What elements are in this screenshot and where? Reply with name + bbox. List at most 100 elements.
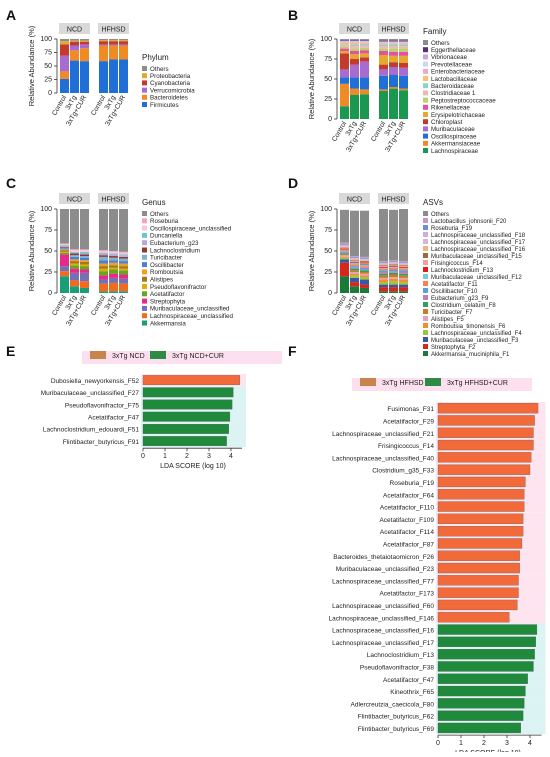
lda-feature-label: Acetatifactor_F114	[380, 529, 434, 536]
bar-segment-lachnospiraceae-unclassified-f17	[360, 259, 369, 261]
legend-label: Lactobacillaceae	[431, 76, 478, 83]
legend-label: Lachnospiraceae	[431, 148, 479, 155]
bar-segment-verrucomicrobia	[109, 44, 118, 46]
bar-segment-alistipes-f5	[350, 272, 359, 274]
bar-segment-turicibacter-f7	[399, 275, 408, 278]
group-header-box	[59, 193, 90, 204]
bar-segment-muribaculaceae	[350, 64, 359, 78]
bar-segment-lachnospiraceae-unclassified-f4	[340, 257, 349, 260]
bar-segment-proteobacteria	[99, 40, 108, 42]
legend-label: 3xTg HFHSD+CUR	[447, 380, 508, 387]
lda-bar	[142, 411, 231, 422]
bar-segment-oscillibacter	[60, 248, 69, 250]
bar-segment-streptophyta-f2	[350, 282, 359, 287]
legend-swatch	[423, 337, 428, 342]
bar-segment-lachnoclostridium	[119, 256, 128, 259]
legend-label: 3xTg NCD+CUR	[172, 353, 224, 360]
bar-segment-others	[399, 39, 408, 41]
legend-label: Lachnospiraceae_unclassified_F4	[431, 331, 522, 337]
bar-segment-lachnospiraceae-unclassified-f17	[379, 263, 388, 265]
bar-segment-verrucomicrobia	[99, 44, 108, 46]
bar-segment-bacteroidaceae	[379, 44, 388, 47]
legend-label: Verrucomicrobia	[150, 87, 195, 94]
bar-segment-rikenellaceae	[360, 50, 369, 54]
bar-segment-bacteroidaceae	[350, 44, 359, 47]
bar-segment-acetatifactor	[119, 270, 128, 275]
bar-segment-cyanobacteria	[70, 41, 79, 46]
bar-segment-turicibacter-f7	[350, 270, 359, 272]
bar-segment-lachnospiraceae-unclassified	[119, 283, 128, 292]
bar-segment-frisingicoccus-f14	[350, 261, 359, 262]
bar-segment-vibrionaceae	[350, 40, 359, 42]
bar-segment-frisingicoccus-f14	[360, 262, 369, 264]
lda-bar	[437, 476, 526, 488]
legend-label: Muribaculaceae_unclassified	[150, 306, 230, 313]
bar-segment-rikenellaceae	[379, 51, 388, 55]
group-header-box	[378, 23, 409, 34]
bar-segment-lachnospiraceae-unclassified-f16	[340, 246, 349, 248]
legend-label: Eggerthellaceae	[431, 47, 476, 54]
bar-segment-oscillibacter-f10	[340, 251, 349, 253]
bar-segment-muribaculaceae-unclassified	[80, 272, 89, 282]
y-tick-label: 75	[44, 50, 52, 57]
legend-label: Bacteroidaceae	[431, 83, 475, 90]
bar-segment-acetatifactor-f11	[399, 268, 408, 271]
bar-segment-others	[360, 210, 369, 257]
lda-feature-label: Acetatifactor_F47	[88, 414, 139, 421]
lda-bar	[437, 710, 524, 721]
bar-segment-lactobacillaceae	[340, 43, 349, 45]
bar-segment-others	[389, 39, 398, 41]
lda-feature-label: Flintibacter_butyricus_F91	[63, 439, 140, 446]
legend-swatch	[142, 276, 147, 282]
bar-segment-duncaniella	[99, 252, 108, 254]
bar-segment-lachnoclostridium-f13	[389, 266, 398, 267]
bar-segment-lactobacillus-johnsonii-f20	[350, 256, 359, 257]
bar-segment-others	[340, 39, 349, 40]
bar-segment-prevotellaceae	[340, 41, 349, 43]
panel-letter-e: E	[6, 343, 15, 359]
bar-segment-oscillibacter	[119, 261, 128, 264]
bar-segment-proteobacteria	[70, 40, 79, 42]
bar-segment-firmicutes	[109, 59, 118, 93]
lda-feature-label: Dubosiella_newyorkensis_F52	[51, 378, 140, 385]
y-axis-label: Relative Abundance (%)	[307, 38, 316, 119]
legend-label: Romboutsia	[150, 269, 184, 276]
lda-bar	[437, 427, 534, 438]
bar-segment-peptostreptococcaceae	[389, 48, 398, 52]
legend-swatch	[150, 351, 166, 359]
lda-feature-label: Pseudoflavonifractor_F75	[65, 402, 139, 409]
bar-segment-verrucomicrobia	[70, 45, 79, 51]
bar-segment-frisingicoccus-f14	[379, 266, 388, 267]
bar-segment-lachnospiraceae-unclassified	[60, 271, 69, 277]
legend-label: Rikenellaceae	[431, 105, 470, 112]
bar-segment-pseudoflavonifractor	[60, 251, 69, 253]
bar-segment-roseburia	[99, 250, 108, 251]
bar-segment-enterobacteriaceae	[360, 42, 369, 43]
y-axis-label: Relative Abundance (%)	[27, 210, 36, 291]
bar-segment-others	[109, 39, 118, 41]
bar-segment-duncaniella	[60, 245, 69, 246]
lda-feature-label: Acetatifactor_F87	[383, 541, 434, 548]
group-header-label: HFHSD	[101, 27, 125, 34]
x-tick-label: 4	[528, 740, 532, 747]
bar-segment-akkermansia-muciniphila-f1	[379, 291, 388, 293]
legend-label: Clostridiaceae 1	[431, 90, 476, 97]
bar-segment-acetatifactor-f11	[340, 251, 349, 252]
bar-segment-others	[70, 39, 79, 41]
bar-segment-erysipelotrichaceae	[340, 51, 349, 54]
bar-segment-lachnoclostridium-f13	[340, 249, 349, 251]
bar-segment-duncaniella	[80, 251, 89, 254]
bar-segment-enterobacteriaceae	[350, 42, 359, 43]
legend-label: Akkermansiaceae	[431, 141, 481, 148]
lda-feature-label: Acetatifactor_F173	[379, 591, 434, 598]
legend-swatch	[142, 291, 147, 297]
bar-segment-streptophyta-f2	[379, 287, 388, 292]
bar-segment-others	[80, 39, 89, 41]
legend-label: Akkermansia	[150, 320, 186, 327]
legend-label: Oscillibacter	[150, 262, 184, 269]
legend-swatch	[423, 351, 428, 356]
bar-segment-erysipelotrichaceae	[360, 53, 369, 58]
legend-label: Vibrionaceae	[431, 54, 468, 61]
bar-segment-eggerthellaceae	[379, 40, 388, 42]
bar-segment-alistipes	[70, 261, 79, 264]
